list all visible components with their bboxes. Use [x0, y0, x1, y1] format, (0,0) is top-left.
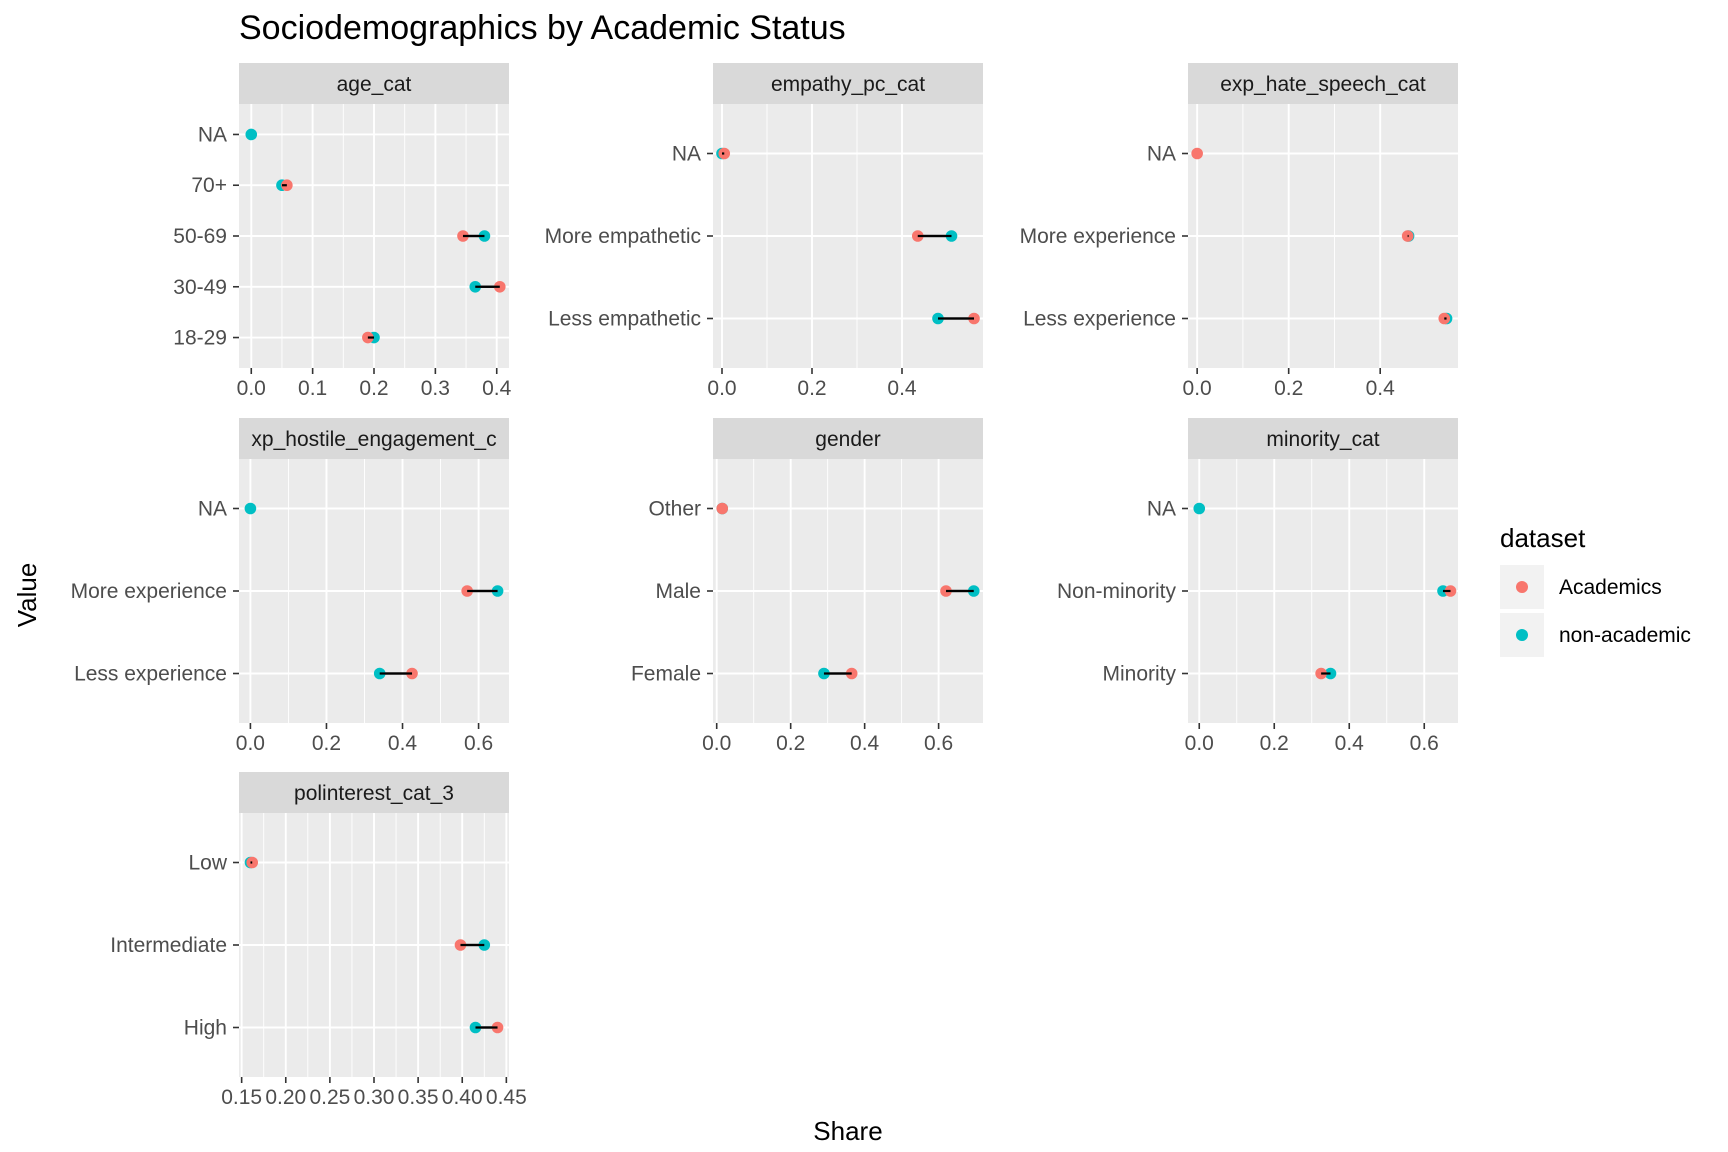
x-tick-label: 0.4: [850, 732, 880, 755]
y-tick-label: 18-29: [173, 327, 227, 350]
y-tick-label: 30-49: [173, 276, 227, 299]
facet-strip-label: polinterest_cat_3: [294, 782, 454, 805]
x-tick-label: 0.6: [1410, 732, 1439, 755]
x-tick-label: 0.0: [707, 377, 736, 400]
x-axis-title: Share: [813, 1116, 882, 1146]
y-tick-label: NA: [672, 143, 701, 166]
point-non-academic: [245, 128, 258, 141]
y-tick-label: 70+: [191, 174, 227, 197]
x-tick-label: 0.4: [887, 377, 917, 400]
x-tick-label: 0.20: [265, 1086, 306, 1109]
x-tick-label: 0.1: [298, 377, 327, 400]
point-academics: [493, 280, 506, 293]
x-tick-label: 0.45: [486, 1086, 527, 1109]
y-tick-label: Less empathetic: [548, 308, 701, 331]
facet-panel-exp_hostile_engagement_cat: xp_hostile_engagement_c 0.0 0.2 0.4 0.6 Less …: [71, 418, 509, 755]
y-tick-label: Other: [648, 498, 701, 521]
facet-strip: [239, 63, 509, 104]
facet-panel-gender: gender 0.0 0.2 0.4 0.6 Female Male Other: [631, 418, 983, 755]
y-tick-label: Less experience: [1023, 308, 1176, 331]
y-axis-title: Value: [12, 563, 42, 628]
facet-panel-exp_hate_speech_cat: exp_hate_speech_cat 0.0 0.2 0.4 Less experie…: [1020, 63, 1458, 400]
facet-strip-label: xp_hostile_engagement_c: [251, 428, 496, 451]
chart-title: Sociodemographics by Academic Status: [239, 9, 846, 47]
legend-key-non-academic: [1516, 629, 1528, 641]
legend-key-academics: [1516, 581, 1528, 593]
facet-strip-label: age_cat: [337, 73, 412, 96]
x-tick-label: 0.0: [236, 732, 265, 755]
x-tick-label: 0.0: [702, 732, 731, 755]
y-tick-label: 50-69: [173, 225, 227, 248]
y-tick-label: More experience: [1020, 225, 1176, 248]
point-academics: [406, 667, 418, 680]
point-non-academic: [478, 230, 491, 242]
x-tick-label: 0.6: [464, 732, 493, 755]
x-tick-label: 0.2: [312, 732, 341, 755]
point-academics: [1191, 147, 1203, 160]
x-tick-label: 0.25: [309, 1086, 350, 1109]
point-non-academic: [1193, 502, 1206, 515]
y-tick-label: NA: [198, 498, 227, 521]
legend-label: non-academic: [1559, 624, 1691, 647]
facet-panel-polinterest_cat_3: polinterest_cat_30.15 0.20 0.25 0.30 0.35 0.4…: [110, 772, 527, 1109]
facet-panel-minority_cat: minority_cat 0.0 0.2 0.4 0.6 Minority Non-mino…: [1057, 418, 1458, 755]
x-tick-label: 0.2: [797, 377, 826, 400]
facet-strip-label: exp_hate_speech_cat: [1220, 73, 1426, 96]
y-tick-label: Minority: [1102, 663, 1176, 686]
facet-strip: [239, 418, 509, 459]
x-tick-label: 0.30: [354, 1086, 395, 1109]
x-tick-label: 0.2: [1274, 377, 1303, 400]
point-academics: [716, 502, 729, 515]
y-tick-label: More empathetic: [545, 225, 701, 248]
y-tick-label: Male: [655, 580, 701, 603]
x-tick-label: 0.4: [388, 732, 418, 755]
y-tick-label: Non-minority: [1057, 580, 1177, 603]
facet-strip: [1188, 63, 1458, 104]
x-tick-label: 0.40: [442, 1086, 483, 1109]
y-tick-label: NA: [1147, 143, 1176, 166]
x-tick-label: 0.0: [1183, 377, 1212, 400]
x-tick-label: 0.35: [398, 1086, 439, 1109]
x-tick-label: 0.2: [1260, 732, 1289, 755]
facet-panel-age_cat: age_cat 0.0 0.1 0.2 0.3 0.4 18-29 30-49 50-69 70+…: [173, 63, 512, 400]
facet-strip: [1188, 418, 1458, 459]
x-tick-label: 0.0: [1185, 732, 1214, 755]
legend-title: dataset: [1500, 523, 1586, 553]
facet-strip-label: minority_cat: [1266, 428, 1379, 451]
point-non-academic: [244, 502, 257, 515]
legend-label: Academics: [1559, 576, 1662, 599]
x-tick-label: 0.0: [237, 377, 266, 400]
x-tick-label: 0.4: [482, 377, 512, 400]
y-tick-label: Intermediate: [110, 934, 227, 957]
facet-strip: [713, 418, 983, 459]
x-tick-label: 0.2: [359, 377, 388, 400]
x-tick-label: 0.3: [421, 377, 450, 400]
point-academics: [1401, 230, 1414, 242]
y-tick-label: NA: [1147, 498, 1176, 521]
facet-strip: [713, 63, 983, 104]
x-tick-label: 0.4: [1335, 732, 1365, 755]
x-tick-label: 0.2: [776, 732, 805, 755]
x-tick-label: 0.4: [1366, 377, 1396, 400]
y-tick-label: NA: [198, 123, 227, 146]
x-tick-label: 0.6: [924, 732, 953, 755]
y-tick-label: More experience: [71, 580, 227, 603]
y-tick-label: Low: [188, 852, 227, 875]
y-tick-label: Female: [631, 663, 701, 686]
y-tick-label: Less experience: [74, 663, 227, 686]
facet-strip: [239, 772, 509, 813]
legend: dataset Academics non-academic: [1500, 523, 1691, 657]
facet-panels: age_cat 0.0 0.1 0.2 0.3 0.4 18-29 30-49 50-69 70+…: [71, 63, 1458, 1109]
facet-strip-label: gender: [815, 428, 880, 451]
y-tick-label: High: [184, 1017, 227, 1040]
facet-strip-label: empathy_pc_cat: [771, 73, 925, 96]
facet-panel-empathy_pc_cat: empathy_pc_cat 0.0 0.2 0.4 Less empathetic Mo…: [545, 63, 983, 400]
x-tick-label: 0.15: [221, 1086, 262, 1109]
